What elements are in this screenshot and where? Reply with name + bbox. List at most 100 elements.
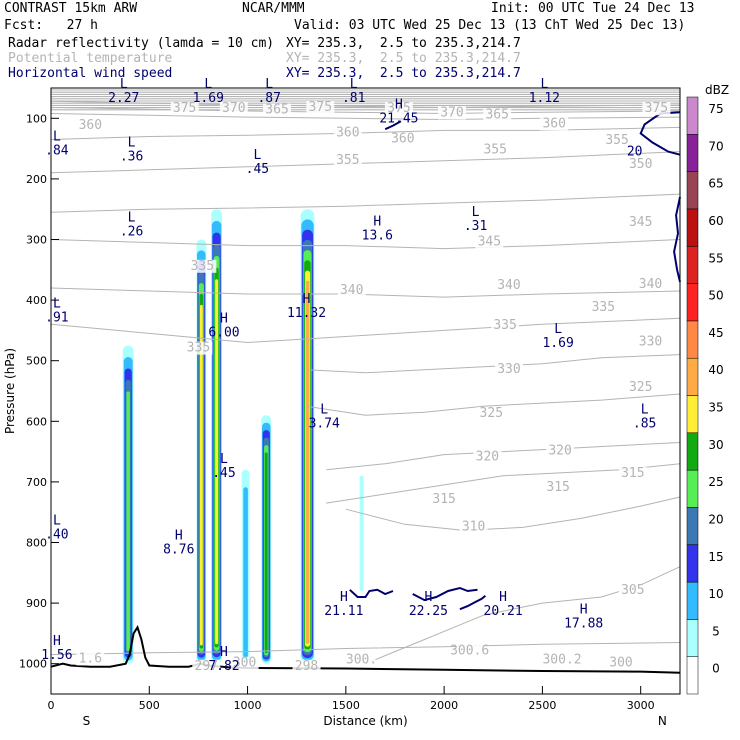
x-tick-label: 1000: [234, 699, 262, 712]
wind-extreme-value: .40: [45, 527, 68, 542]
theta-contour-310: [345, 496, 681, 531]
theta-label-bg: [437, 106, 466, 120]
theta-label: 335: [191, 259, 214, 274]
colorbar-tick-label: 40: [708, 363, 723, 377]
field-theta-xy: XY= 235.3, 2.5 to 235.3,214.7: [286, 51, 521, 66]
theta-label: 345: [629, 215, 652, 230]
x-tick-label: 2500: [528, 699, 556, 712]
theta-label-bg: [459, 520, 488, 534]
theta-label-bg: [626, 381, 655, 394]
valid-time: Valid: 03 UTC Wed 25 Dec 13 (13 ChT Wed …: [294, 18, 686, 33]
x-axis-south-label: S: [83, 714, 91, 728]
theta-contour-335: [50, 317, 681, 344]
wind-extreme-value: 1.12: [529, 91, 560, 106]
wind-contour-layer: [349, 111, 681, 611]
wind-extreme-type: L: [350, 77, 358, 92]
theta-label: 298: [295, 659, 318, 674]
theta-label: 300: [233, 656, 256, 671]
theta-label-bg: [589, 301, 618, 315]
theta-label-bg: [333, 126, 362, 140]
field-theta-name: Potential temperature: [8, 51, 173, 66]
colorbar-tick-label: 75: [708, 102, 723, 116]
y-tick-label: 500: [26, 355, 47, 368]
theta-label: 300.: [346, 653, 377, 668]
theta-label: 315: [546, 480, 569, 495]
theta-contour-345: [50, 239, 681, 250]
theta-label: 297: [195, 659, 218, 674]
theta-label: 305: [621, 583, 644, 598]
theta-label: 375: [173, 101, 196, 116]
wind-extreme-value: 1.56: [41, 648, 72, 663]
theta-label-bg: [642, 102, 671, 116]
theta-contour-365: [50, 113, 681, 121]
wind-extreme-value: 21.45: [379, 112, 418, 127]
wind-extreme-type: H: [303, 292, 311, 307]
wind-extreme-value: .91: [45, 310, 68, 325]
reflectivity-cell-4-level-30: [264, 452, 268, 654]
theta-label-bg: [603, 133, 632, 147]
theta-label: 355: [336, 153, 359, 168]
wind-extreme-type: H: [175, 528, 183, 543]
theta-label-bg: [618, 467, 647, 481]
theta-label: 340: [639, 277, 662, 292]
theta-label-bg: [626, 157, 655, 171]
theta-label: 365: [485, 107, 508, 122]
colorbar-tick-label: 15: [708, 550, 723, 564]
colorbar: dBZ 0 5 10 15 20 25 30 35 40 45 50 55 60 65 70 75: [686, 83, 729, 695]
theta-label: 315: [621, 466, 644, 481]
theta-label-bg: [184, 341, 213, 355]
colorbar-tick-label: 0: [712, 662, 720, 676]
theta-label: 325: [480, 406, 503, 421]
field-reflectivity-xy: XY= 235.3, 2.5 to 235.3,214.7: [286, 36, 521, 51]
y-tick-label: 300: [26, 234, 47, 247]
theta-label: 355: [483, 142, 506, 157]
x-tick-label: 1500: [332, 699, 360, 712]
theta-label: 325: [629, 380, 652, 395]
reflectivity-cell-6-level-5: [359, 475, 364, 591]
theta-label-bg: [430, 493, 459, 507]
y-tick-label: 1000: [19, 658, 47, 671]
theta-label-bg: [347, 653, 376, 667]
theta-contour-355: [50, 151, 681, 174]
colorbar-tick-label: 20: [708, 512, 723, 526]
init-time: Init: 00 UTC Tue 24 Dec 13: [491, 1, 695, 16]
wind-contour-5: [384, 120, 402, 131]
theta-label-bg: [607, 656, 636, 670]
theta-label: 360: [336, 125, 359, 140]
axes-layer: 0 500 1000 1500 2000 2500 3000 100 200 300 400 500 6…: [3, 112, 667, 728]
x-axis-north-label: N: [658, 714, 667, 728]
wind-extreme-value: .31: [464, 219, 487, 234]
y-tick-label: 900: [26, 597, 47, 610]
theta-label: 365: [265, 102, 288, 117]
colorbar-tick-label: 60: [708, 214, 723, 228]
theta-label-bg: [540, 117, 569, 131]
colorbar-tick-label: 65: [708, 177, 723, 191]
theta-label-bg: [477, 407, 506, 421]
theta-label-bg: [491, 319, 520, 333]
reflectivity-cell-1-level-35: [200, 304, 203, 646]
reflectivity-cell-2-level-35: [215, 279, 219, 645]
theta-label-bg: [76, 119, 105, 133]
colorbar-swatch: [686, 171, 699, 210]
theta-contour-330: [306, 354, 681, 374]
colorbar-tick-label: 30: [708, 438, 723, 452]
theta-contour-360: [50, 126, 681, 140]
y-tick-label: 400: [26, 294, 47, 307]
y-tick-label: 100: [26, 112, 47, 125]
colorbar-swatch: [686, 208, 699, 247]
wind-extreme-value: 20.21: [484, 604, 523, 619]
colorbar-unit: dBZ: [705, 83, 729, 97]
wind-extreme-type: L: [265, 77, 273, 92]
wind-extreme-type: H: [220, 645, 228, 660]
theta-label: 345: [478, 235, 501, 250]
colorbar-swatch: [686, 507, 699, 545]
wind-extreme-value: 2.27: [108, 91, 139, 106]
wind-extreme-type: H: [499, 590, 507, 605]
theta-label-bg: [618, 584, 647, 598]
theta-label: 300.6: [450, 644, 489, 659]
theta-label: 335: [493, 318, 516, 333]
theta-label: 360: [542, 116, 565, 131]
wind-contour-3: [412, 586, 478, 602]
wind-extreme-type: L: [540, 77, 548, 92]
colorbar-swatch: [686, 432, 699, 471]
